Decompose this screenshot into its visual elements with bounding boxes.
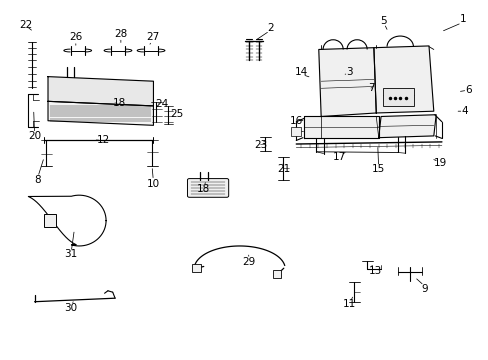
Text: 13: 13 xyxy=(368,266,381,276)
Polygon shape xyxy=(304,117,378,138)
Text: 18: 18 xyxy=(112,98,125,108)
Text: 26: 26 xyxy=(69,32,82,42)
Text: 7: 7 xyxy=(367,83,374,93)
Text: 24: 24 xyxy=(155,99,168,109)
Text: 1: 1 xyxy=(459,14,466,24)
Polygon shape xyxy=(48,77,153,106)
Polygon shape xyxy=(48,101,153,125)
Text: 10: 10 xyxy=(146,179,160,189)
Text: 3: 3 xyxy=(346,67,352,77)
FancyBboxPatch shape xyxy=(187,179,228,197)
Bar xyxy=(382,88,413,106)
Polygon shape xyxy=(318,48,376,117)
Text: 16: 16 xyxy=(289,116,302,126)
Text: 25: 25 xyxy=(169,109,183,119)
Polygon shape xyxy=(373,46,433,113)
Bar xyxy=(273,270,280,278)
Text: 31: 31 xyxy=(64,249,78,259)
Bar xyxy=(290,127,300,136)
Text: 21: 21 xyxy=(277,165,290,174)
Text: 5: 5 xyxy=(379,16,386,26)
Text: 9: 9 xyxy=(421,284,427,294)
Text: 15: 15 xyxy=(371,165,385,174)
Text: 6: 6 xyxy=(465,85,471,95)
Polygon shape xyxy=(378,115,435,138)
Text: 12: 12 xyxy=(96,135,109,145)
Bar xyxy=(191,264,201,273)
Text: 18: 18 xyxy=(197,184,210,194)
Text: 28: 28 xyxy=(114,28,127,39)
Text: 8: 8 xyxy=(34,175,41,185)
Text: 19: 19 xyxy=(432,158,446,168)
Text: 22: 22 xyxy=(19,20,32,30)
Bar xyxy=(43,214,56,227)
Text: 27: 27 xyxy=(145,32,159,42)
Text: 20: 20 xyxy=(28,131,41,141)
Text: 14: 14 xyxy=(294,67,307,77)
Text: 4: 4 xyxy=(461,106,468,116)
Text: 23: 23 xyxy=(254,140,267,150)
Text: 30: 30 xyxy=(64,303,78,313)
Text: 17: 17 xyxy=(332,152,346,162)
Text: 2: 2 xyxy=(267,23,274,33)
Text: 29: 29 xyxy=(242,257,255,267)
Text: 11: 11 xyxy=(343,299,356,309)
